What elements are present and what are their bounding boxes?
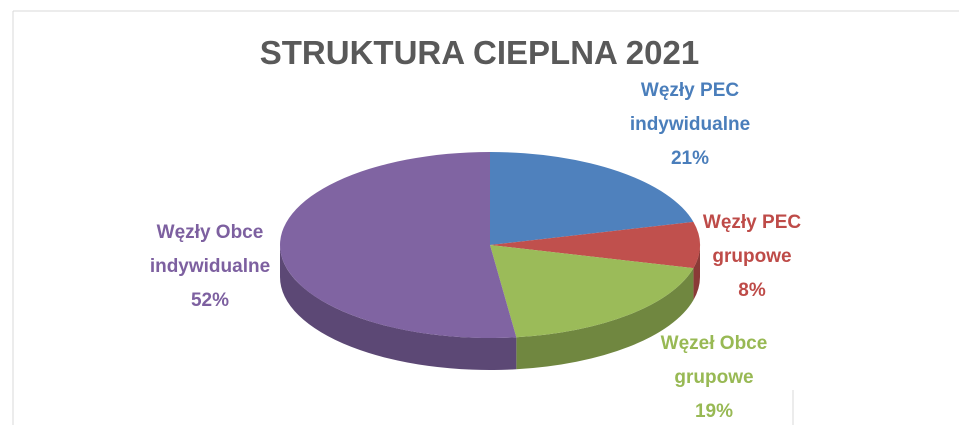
label-value: 52% bbox=[190, 290, 230, 311]
pie-slice bbox=[490, 221, 701, 269]
label-name: Węzły Obce indywidualne bbox=[149, 222, 271, 277]
pie-slice bbox=[490, 245, 694, 338]
chart-title: STRUKTURA CIEPLNA 2021 bbox=[259, 34, 700, 71]
pie-slice bbox=[280, 152, 517, 338]
pie-side bbox=[516, 268, 694, 370]
label-value: 8% bbox=[738, 280, 766, 301]
pie-slice bbox=[490, 152, 694, 245]
label-name: Węzeł Obce grupowe bbox=[660, 333, 768, 388]
pie-side bbox=[693, 245, 700, 301]
data-label: Węzły Obce indywidualne 52% bbox=[135, 216, 285, 318]
label-name: Węzły PEC grupowe bbox=[702, 212, 802, 267]
data-label: Węzeł Obce grupowe 19% bbox=[639, 327, 789, 425]
label-name: Węzły PEC indywidualne bbox=[629, 80, 751, 135]
label-value: 21% bbox=[670, 148, 710, 169]
label-value: 19% bbox=[694, 401, 734, 422]
data-label: Węzły PEC indywidualne 21% bbox=[615, 74, 765, 176]
data-label: Węzły PEC grupowe 8% bbox=[677, 206, 827, 308]
pie-side bbox=[280, 245, 517, 371]
